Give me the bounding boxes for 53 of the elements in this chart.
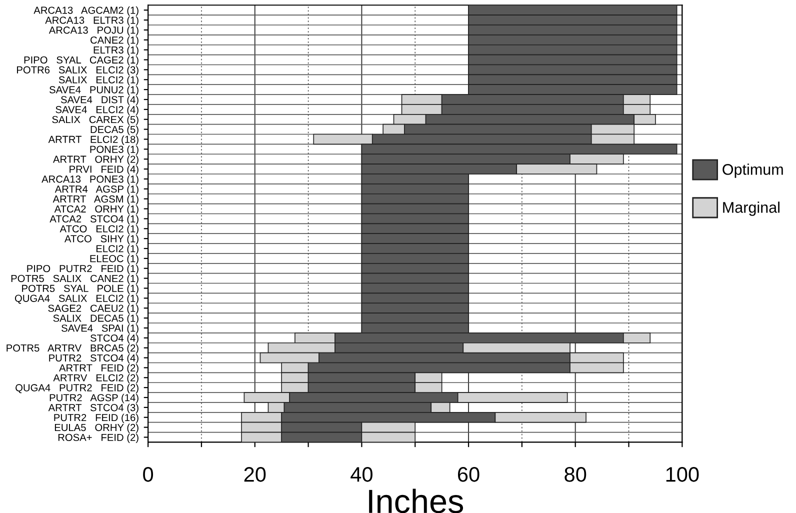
y-tick-label: STCO4 (4) bbox=[90, 334, 138, 344]
y-tick-label: POTR5 SALIX CANE2 (1) bbox=[11, 274, 138, 284]
x-tick-label: 40 bbox=[350, 467, 372, 482]
legend-label: Optimum bbox=[722, 164, 783, 178]
y-tick-label: PUTR2 AGSP (14) bbox=[50, 394, 138, 404]
y-tick-label: SAVE4 SPAI (1) bbox=[62, 324, 138, 334]
y-tick-label: SAVE4 DIST (4) bbox=[60, 96, 138, 106]
y-tick-label: PONE3 (1) bbox=[90, 145, 138, 155]
y-tick-label: ATCO ELCI2 (1) bbox=[60, 224, 138, 234]
x-axis-title: Inches bbox=[369, 488, 464, 513]
x-tick-label: 80 bbox=[564, 467, 586, 482]
y-tick-label: CANE2 (1) bbox=[90, 36, 138, 46]
y-tick-label: SAVE4 PUNU2 (1) bbox=[50, 86, 138, 96]
y-tick-label: PIPO SYAL CAGE2 (1) bbox=[24, 56, 138, 66]
y-tick-label: PUTR2 FEID (16) bbox=[54, 414, 138, 424]
legend-label: Marginal bbox=[723, 202, 780, 216]
y-tick-label: ROSA+ FEID (2) bbox=[58, 434, 138, 444]
y-tick-label: ATCA2 STCO4 (1) bbox=[50, 215, 138, 224]
x-tick-label: 0 bbox=[143, 467, 154, 482]
x-tick-label: 20 bbox=[244, 467, 266, 482]
y-tick-label: PIPO PUTR2 FEID (1) bbox=[27, 264, 138, 274]
y-tick-label: ARTRT AGSM (1) bbox=[52, 195, 138, 205]
y-tick-label: ARTRT STCO4 (3) bbox=[48, 404, 138, 414]
y-tick-label: ELTR3 (1) bbox=[94, 46, 138, 56]
y-tick-label: ARCA13 AGCAM2 (1) bbox=[34, 6, 138, 16]
y-tick-label: QUGA4 SALIX ELCI2 (1) bbox=[14, 294, 138, 304]
y-tick-label: POTR5 ARTRV BRCA5 (2) bbox=[6, 344, 138, 354]
y-tick-label: ARTRT ORHY (2) bbox=[53, 155, 138, 165]
y-tick-label: ELEOC (1) bbox=[90, 254, 138, 264]
y-tick-label: ATCO SIHY (1) bbox=[64, 234, 138, 244]
y-tick-label: POTR6 SALIX ELCI2 (3) bbox=[17, 66, 138, 76]
y-tick-label: ARCA13 PONE3 (1) bbox=[42, 175, 138, 185]
y-tick-label: PRVI FEID (4) bbox=[70, 165, 138, 175]
x-tick-label: 60 bbox=[458, 467, 480, 482]
y-tick-label: POTR5 SYAL POLE (1) bbox=[22, 284, 138, 294]
y-tick-label: EULA5 ORHY (2) bbox=[54, 424, 138, 434]
y-tick-label: ARTR4 AGSP (1) bbox=[54, 185, 138, 195]
y-tick-label: ARTRT FEID (2) bbox=[59, 364, 138, 374]
y-tick-label: SAGE2 CAEU2 (1) bbox=[48, 304, 138, 314]
x-tick-label: 100 bbox=[666, 467, 699, 482]
y-tick-label: ARTRT ELCI2 (18) bbox=[48, 136, 138, 146]
y-tick-label: SALIX CAREX (5) bbox=[52, 116, 138, 126]
y-tick-label: SAVE4 ELCI2 (4) bbox=[56, 106, 138, 116]
y-tick-label: ATCA2 ORHY (1) bbox=[54, 205, 138, 215]
y-tick-label: ARTRV ELCI2 (2) bbox=[53, 374, 138, 384]
y-tick-label: ARCA13 POJU (1) bbox=[48, 26, 138, 36]
y-tick-label: QUGA4 PUTR2 FEID (2) bbox=[16, 384, 138, 394]
y-tick-label: DECA5 (5) bbox=[90, 126, 138, 136]
y-tick-label: ELCI2 (1) bbox=[96, 244, 138, 254]
y-tick-label: PUTR2 STCO4 (4) bbox=[49, 354, 138, 364]
y-tick-label: SALIX DECA5 (1) bbox=[53, 314, 138, 324]
y-tick-label: ARCA13 ELTR3 (1) bbox=[45, 16, 138, 26]
y-tick-label: SALIX ELCI2 (1) bbox=[58, 76, 138, 86]
